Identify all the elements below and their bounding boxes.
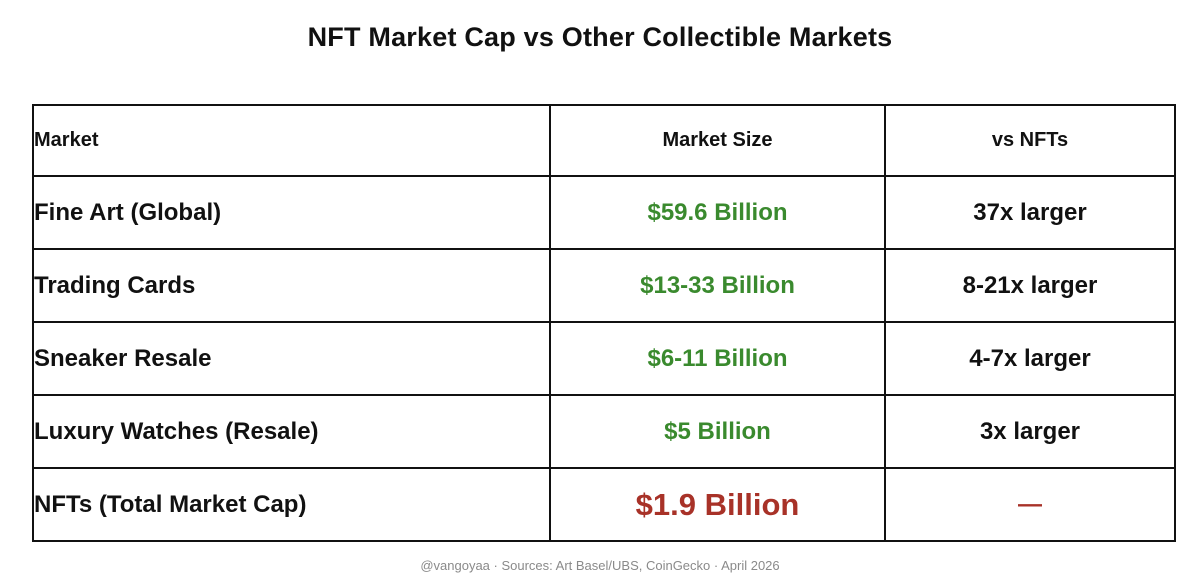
cell-market: Trading Cards — [32, 248, 551, 323]
table-header-row: Market Market Size vs NFTs — [32, 104, 1176, 177]
cell-vs-nfts: — — [884, 467, 1176, 542]
table-row: Fine Art (Global) $59.6 Billion 37x larg… — [32, 175, 1176, 250]
cell-market: Sneaker Resale — [32, 321, 551, 396]
cell-market-size: $1.9 Billion — [549, 467, 886, 542]
cell-market-size: $13-33 Billion — [549, 248, 886, 323]
market-comparison-table: Market Market Size vs NFTs Fine Art (Glo… — [32, 104, 1176, 542]
cell-market-size: $6-11 Billion — [549, 321, 886, 396]
cell-vs-nfts: 8-21x larger — [884, 248, 1176, 323]
source-footer: @vangoyaa · Sources: Art Basel/UBS, Coin… — [420, 558, 780, 573]
cell-vs-nfts: 4-7x larger — [884, 321, 1176, 396]
cell-market-size: $5 Billion — [549, 394, 886, 469]
cell-vs-nfts: 37x larger — [884, 175, 1176, 250]
table-row: NFTs (Total Market Cap) $1.9 Billion — — [32, 467, 1176, 542]
chart-title: NFT Market Cap vs Other Collectible Mark… — [307, 22, 893, 52]
cell-market: NFTs (Total Market Cap) — [32, 467, 551, 542]
table-row: Sneaker Resale $6-11 Billion 4-7x larger — [32, 321, 1176, 396]
header-vs-nfts: vs NFTs — [884, 104, 1176, 177]
cell-market: Luxury Watches (Resale) — [32, 394, 551, 469]
header-market: Market — [32, 104, 551, 177]
cell-vs-nfts: 3x larger — [884, 394, 1176, 469]
cell-market: Fine Art (Global) — [32, 175, 551, 250]
header-market-size: Market Size — [549, 104, 886, 177]
cell-market-size: $59.6 Billion — [549, 175, 886, 250]
table-row: Luxury Watches (Resale) $5 Billion 3x la… — [32, 394, 1176, 469]
table-row: Trading Cards $13-33 Billion 8-21x large… — [32, 248, 1176, 323]
